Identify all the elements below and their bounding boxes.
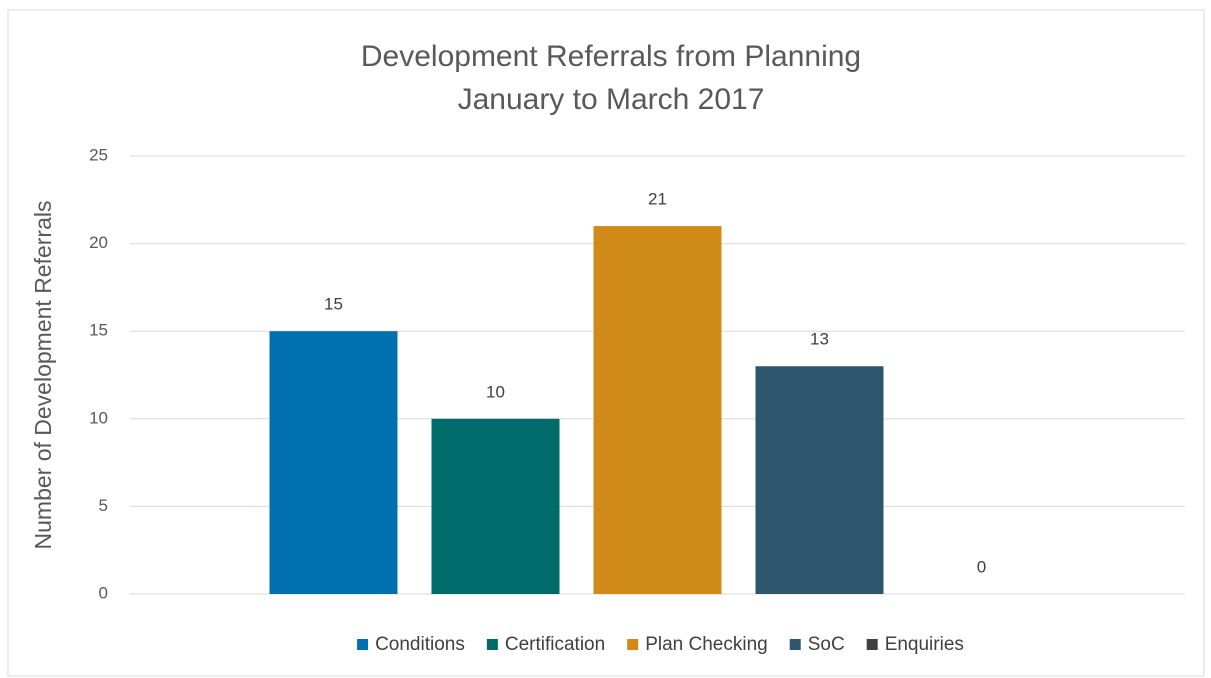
legend-swatch: [627, 639, 639, 650]
legend-swatch: [486, 639, 498, 650]
data-label: 21: [648, 190, 667, 209]
legend-label: Certification: [505, 634, 605, 655]
chart-subtitle: January to March 2017: [458, 83, 765, 116]
legend-swatch: [789, 639, 801, 650]
y-tick-label: 0: [99, 583, 108, 602]
y-tick-label: 10: [89, 408, 108, 427]
y-tick-label: 20: [89, 233, 108, 252]
legend-label: Conditions: [375, 634, 465, 655]
chart-title: Development Referrals from Planning: [361, 40, 861, 73]
y-tick-label: 25: [89, 145, 108, 164]
data-label: 13: [810, 330, 829, 349]
legend-label: Plan Checking: [645, 634, 768, 655]
bar: [431, 418, 560, 594]
y-tick-label: 5: [99, 496, 108, 515]
legend-swatch: [357, 639, 369, 650]
legend-swatch: [866, 639, 878, 650]
legend-label: SoC: [808, 634, 845, 655]
bar: [593, 226, 722, 594]
legend-label: Enquiries: [885, 634, 964, 655]
data-label: 10: [486, 382, 505, 401]
data-label: 0: [977, 557, 986, 576]
data-label: 15: [324, 295, 343, 314]
y-tick-label: 15: [89, 321, 108, 340]
bar: [755, 366, 884, 594]
bar: [269, 331, 398, 594]
y-axis-label: Number of Development Referrals: [30, 201, 56, 550]
